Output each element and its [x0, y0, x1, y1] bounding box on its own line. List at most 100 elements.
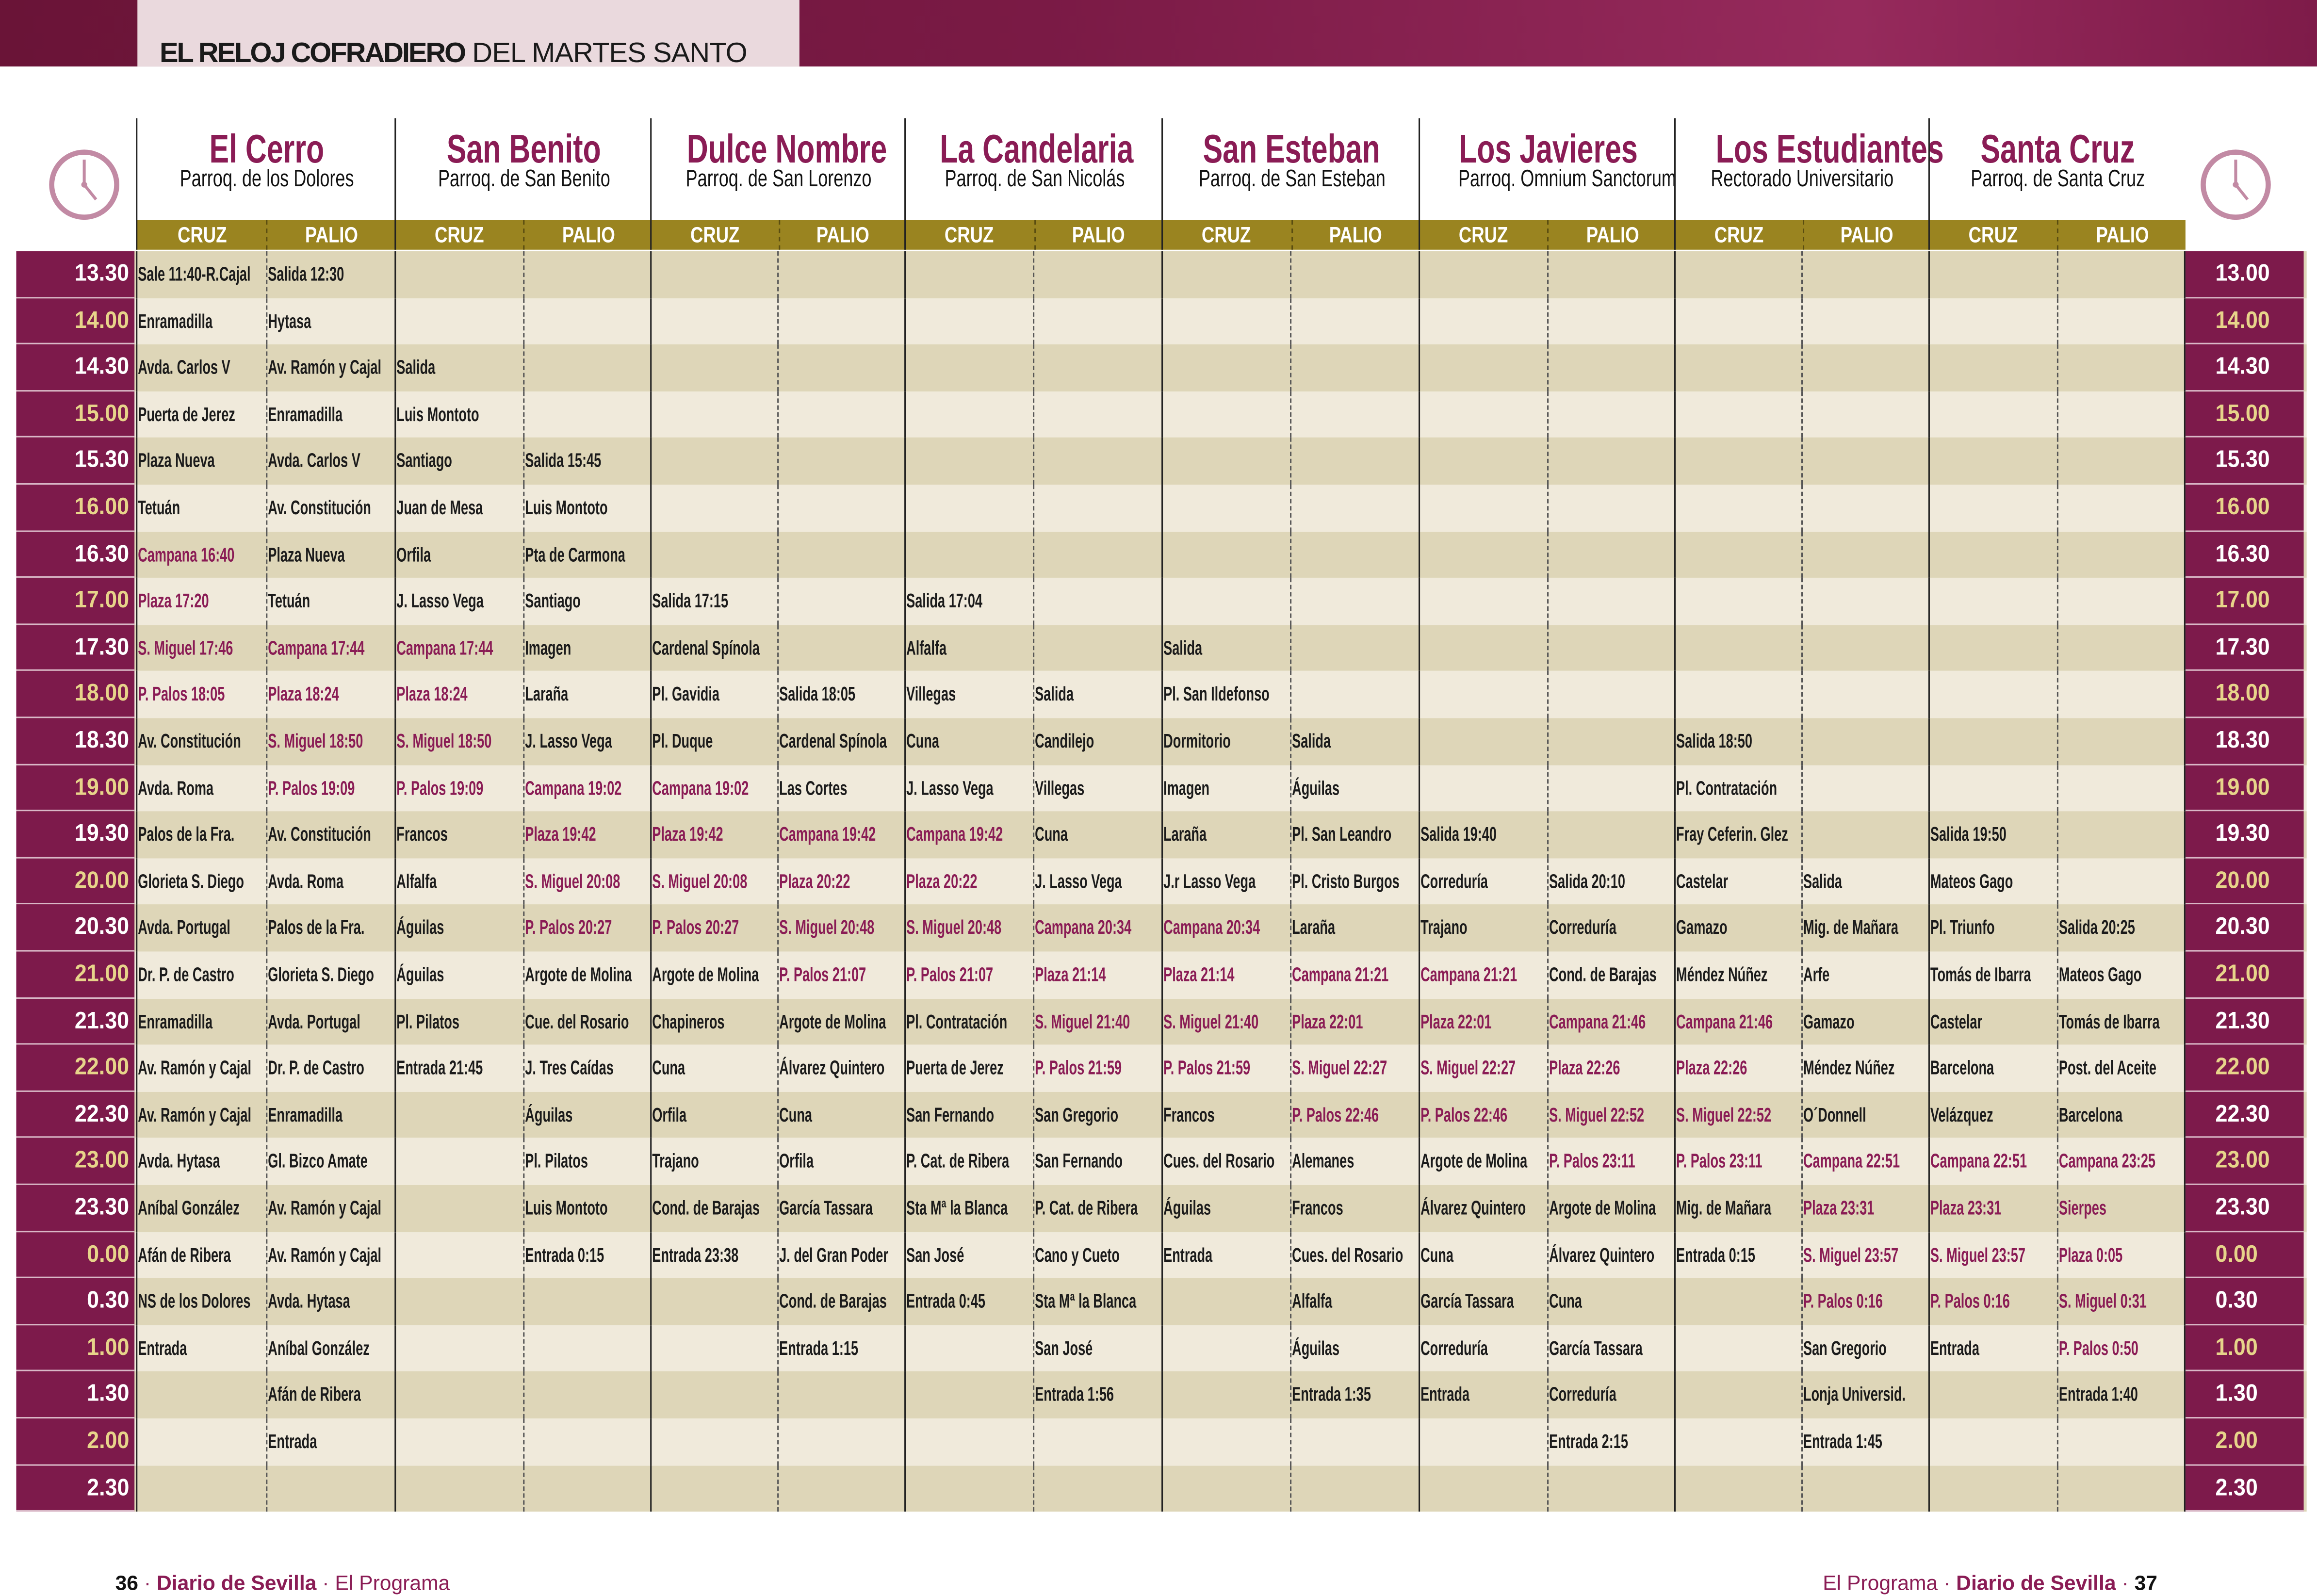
cruz-palio-divider — [777, 438, 779, 485]
column-divider — [136, 298, 138, 345]
cruz-palio-divider — [265, 1091, 267, 1139]
cruz-cell — [394, 251, 522, 298]
palio-cell — [1801, 671, 1928, 718]
cruz-palio-divider — [522, 1418, 524, 1466]
cruz-palio-divider — [777, 1325, 779, 1372]
column-divider — [136, 1278, 138, 1325]
cruz-palio-divider — [1033, 1371, 1035, 1419]
palio-cell: Cuna — [1035, 823, 1068, 846]
cruz-cell: Alfalfa — [396, 870, 437, 893]
cruz-cell: Correduría — [1420, 870, 1488, 893]
cruz-cell: P. Palos 18:05 — [138, 683, 225, 706]
table-row: 0.00 0.00 Afán de Ribera Av. Ramón y Cajal E… — [16, 1232, 2307, 1279]
column-divider — [1928, 951, 1930, 998]
section-name: El Programa — [1823, 1570, 1938, 1595]
cruz-cell: P. Palos 0:16 — [1930, 1290, 2010, 1313]
cruz-palio-divider — [777, 1232, 779, 1279]
palio-cell: P. Palos 23:11 — [1548, 1150, 1635, 1173]
cruz-palio-divider — [265, 951, 267, 998]
palio-cell — [1547, 765, 1674, 812]
table-row: 1.00 1.00 Entrada Aníbal González Entrada 1:… — [16, 1325, 2307, 1372]
column-divider — [650, 624, 652, 672]
column-divider — [2184, 251, 2186, 298]
column-divider — [1928, 858, 1930, 905]
cruz-palio-divider — [1546, 1185, 1548, 1232]
cruz-palio-divider — [1801, 344, 1803, 391]
cruz-cell: Salida — [396, 356, 436, 379]
cruz-palio-divider — [2056, 578, 2058, 625]
palio-cell: Salida 12:30 — [267, 263, 343, 285]
column-divider — [1419, 1232, 1420, 1279]
column-divider — [1161, 811, 1163, 859]
cruz-palio-divider — [265, 531, 267, 578]
cruz-cell — [394, 1185, 522, 1232]
cruz-cell: Castelar — [1676, 870, 1729, 893]
clock-icon — [2201, 149, 2271, 220]
cruz-palio-divider — [1290, 1325, 1292, 1372]
palio-cell — [1290, 531, 1419, 578]
cruz-cell — [1419, 391, 1546, 438]
cruz-cell: Plaza 20:22 — [906, 870, 978, 893]
palio-cell: P. Palos 22:46 — [1292, 1103, 1379, 1126]
column-divider — [650, 765, 652, 812]
cruz-cell — [904, 438, 1033, 485]
time-label: 1.30 — [16, 1371, 135, 1419]
cruz-cell: Argote de Molina — [1420, 1150, 1528, 1173]
cruz-label: CRUZ — [690, 223, 740, 248]
palio-cell — [1801, 718, 1928, 765]
hermandad-header: Los Estudiantes Rectorado Universitario — [1674, 118, 1944, 220]
time-label: 17.00 — [16, 578, 135, 625]
palio-cell: Laraña — [524, 683, 568, 706]
cruz-cell: NS de los Dolores — [138, 1290, 251, 1313]
palio-cell — [1033, 485, 1161, 531]
time-label: 1.00 — [2185, 1325, 2304, 1372]
cruz-cell: Cond. de Barajas — [652, 1197, 760, 1219]
cruz-cell: Cues. del Rosario — [1163, 1150, 1275, 1173]
palio-cell: Entrada 1:45 — [1803, 1430, 1882, 1453]
column-divider — [1161, 951, 1163, 998]
column-divider — [2184, 1278, 2186, 1325]
cruz-palio-bar: CRUZ PALIO — [904, 220, 1163, 250]
cruz-palio-divider — [265, 1465, 267, 1512]
cruz-cell — [1419, 765, 1546, 812]
time-label: 14.30 — [2185, 344, 2304, 391]
hermandad-header: Dulce Nombre Parroq. de San Lorenzo — [650, 118, 906, 220]
cruz-palio-divider — [2056, 438, 2058, 485]
cruz-cell — [1928, 298, 2056, 344]
column-divider — [1161, 718, 1163, 765]
palio-cell: García Tassara — [779, 1197, 873, 1219]
palio-cell: Pl. Pilatos — [524, 1150, 587, 1173]
palio-cell — [1290, 625, 1419, 671]
column-divider — [650, 438, 652, 485]
column-divider — [1419, 1278, 1420, 1325]
column-divider — [1161, 1185, 1163, 1232]
cruz-cell: Castelar — [1930, 1010, 1983, 1032]
cruz-palio-divider — [522, 578, 524, 625]
column-divider — [1674, 1185, 1676, 1232]
cruz-cell — [650, 344, 777, 391]
palio-cell: San Fernando — [1035, 1150, 1123, 1173]
cruz-palio-bar: CRUZ PALIO — [394, 220, 652, 250]
time-label: 16.00 — [16, 485, 135, 532]
section-name: El Programa — [335, 1570, 450, 1595]
column-divider — [1161, 531, 1163, 578]
palio-cell: Plaza 0:05 — [2058, 1243, 2122, 1266]
cruz-cell: Chapineros — [652, 1010, 725, 1032]
cruz-palio-divider — [1801, 1371, 1803, 1419]
palio-cell: Afán de Ribera — [267, 1384, 360, 1406]
column-divider — [1674, 1465, 1676, 1512]
column-divider — [394, 251, 396, 298]
palio-cell — [1801, 438, 1928, 485]
palio-cell — [1033, 1465, 1161, 1512]
cruz-palio-divider — [1290, 951, 1292, 998]
cruz-cell: Pl. Contratación — [906, 1010, 1008, 1032]
cruz-cell: Imagen — [1163, 776, 1210, 799]
table-row: 18.00 18.00 P. Palos 18:05 Plaza 18:24 Plaza… — [16, 671, 2307, 718]
palio-cell: Argote de Molina — [1548, 1197, 1655, 1219]
cruz-palio-divider — [777, 1045, 779, 1092]
cruz-cell: Plaza 21:14 — [1163, 963, 1235, 986]
cruz-palio-divider — [1546, 391, 1548, 438]
hermandad-name: La Candelaria — [940, 127, 1134, 172]
cruz-palio-divider — [1546, 1138, 1548, 1185]
palio-cell — [1290, 391, 1419, 438]
